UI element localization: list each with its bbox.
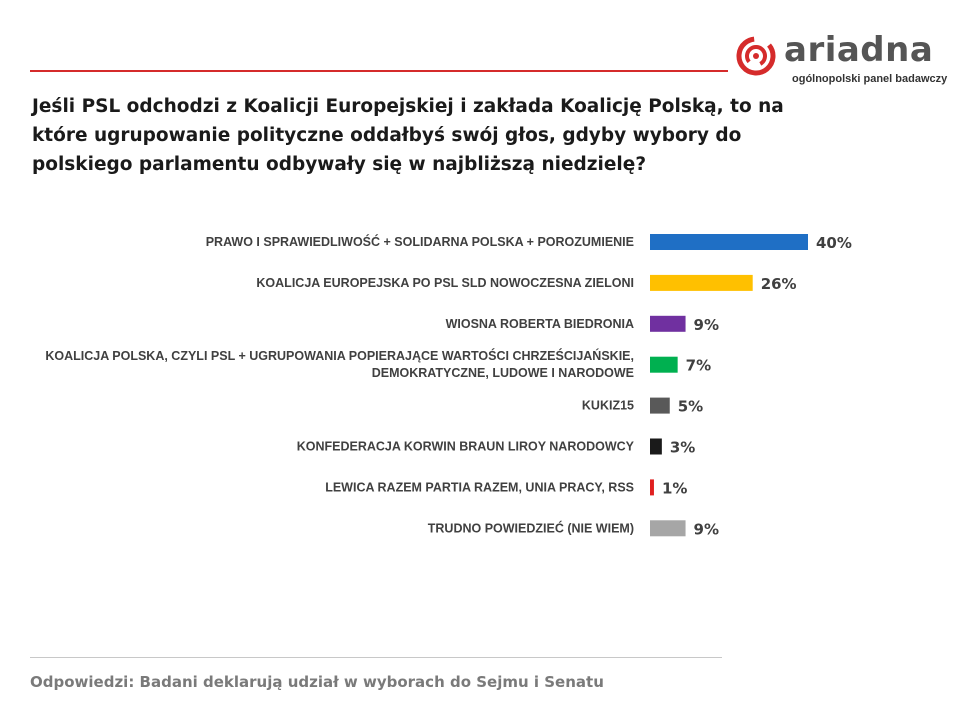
spiral-logo-icon — [736, 36, 776, 76]
category-label-line: KUKIZ15 — [582, 399, 634, 413]
category-label-line: PRAWO I SPRAWIEDLIWOŚĆ + SOLIDARNA POLSK… — [206, 234, 634, 249]
category-label-line: LEWICA RAZEM PARTIA RAZEM, UNIA PRACY, R… — [325, 480, 634, 494]
footer-divider — [30, 657, 722, 658]
bar — [650, 479, 654, 496]
bar — [650, 520, 686, 537]
category-label-line: KOALICJA POLSKA, CZYLI PSL + UGRUPOWANIA… — [45, 348, 634, 363]
category-label: WIOSNA ROBERTA BIEDRONIA — [446, 317, 634, 331]
ariadna-logo: ariadna ogólnopolski panel badawczy — [734, 30, 954, 90]
category-label-line: KONFEDERACJA KORWIN BRAUN LIROY NARODOWC… — [297, 440, 635, 454]
value-label: 26% — [761, 275, 797, 293]
logo-tagline: ogólnopolski panel badawczy — [792, 73, 948, 85]
category-label-line: KOALICJA EUROPEJSKA PO PSL SLD NOWOCZESN… — [256, 276, 634, 290]
category-label-line: DEMOKRATYCZNE, LUDOWE I NARODOWE — [372, 366, 634, 380]
value-label: 40% — [816, 234, 852, 252]
bar — [650, 274, 753, 291]
survey-question: Jeśli PSL odchodzi z Koalicji Europejski… — [32, 96, 784, 175]
value-label: 9% — [694, 520, 719, 538]
footnote: Odpowiedzi: Badani deklarują udział w wy… — [30, 673, 604, 691]
bar — [650, 234, 808, 250]
category-label: KOALICJA POLSKA, CZYLI PSL + UGRUPOWANIA… — [45, 348, 634, 380]
value-label: 7% — [686, 357, 711, 375]
value-label: 9% — [694, 316, 719, 334]
bar-chart: PRAWO I SPRAWIEDLIWOŚĆ + SOLIDARNA POLSK… — [45, 234, 852, 538]
category-label: TRUDNO POWIEDZIEĆ (NIE WIEM) — [428, 520, 634, 535]
category-label: KOALICJA EUROPEJSKA PO PSL SLD NOWOCZESN… — [256, 276, 634, 290]
bar — [650, 397, 670, 414]
bar — [650, 438, 662, 455]
header-divider — [30, 70, 728, 72]
value-label: 5% — [678, 398, 703, 416]
category-label-line: TRUDNO POWIEDZIEĆ (NIE WIEM) — [428, 520, 634, 535]
category-label: KUKIZ15 — [582, 399, 634, 413]
category-label: KONFEDERACJA KORWIN BRAUN LIROY NARODOWC… — [297, 440, 635, 454]
category-label-line: WIOSNA ROBERTA BIEDRONIA — [446, 317, 634, 331]
category-label: LEWICA RAZEM PARTIA RAZEM, UNIA PRACY, R… — [325, 480, 634, 494]
value-label: 3% — [670, 439, 695, 457]
value-label: 1% — [662, 479, 687, 497]
bar — [650, 315, 686, 332]
bar — [650, 356, 678, 373]
logo-brand-name: ariadna — [784, 30, 934, 70]
category-label: PRAWO I SPRAWIEDLIWOŚĆ + SOLIDARNA POLSK… — [206, 234, 634, 249]
